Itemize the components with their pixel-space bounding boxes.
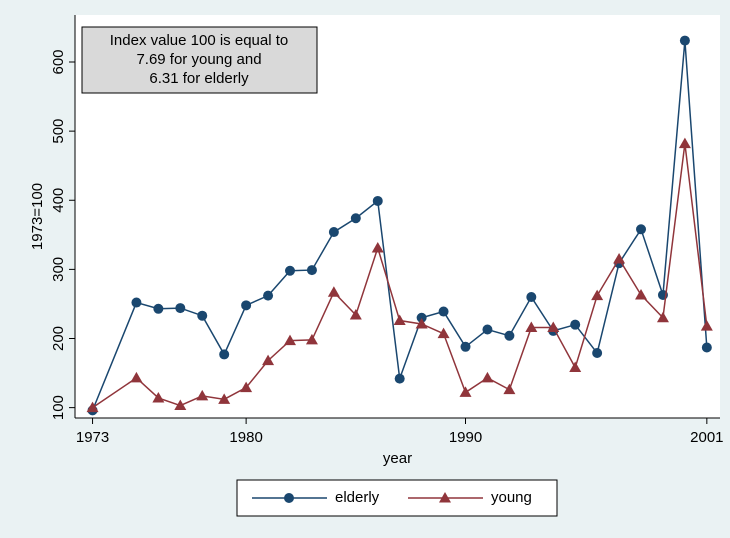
y-tick-label: 400 — [50, 188, 67, 213]
y-tick-label: 200 — [50, 326, 67, 351]
point — [416, 312, 427, 323]
point — [153, 303, 164, 314]
point — [393, 314, 406, 326]
point — [437, 327, 450, 339]
point — [481, 371, 494, 383]
point — [678, 137, 691, 149]
y-tick-label: 500 — [50, 119, 67, 144]
point — [263, 290, 274, 301]
x-tick-label: 1973 — [76, 429, 109, 446]
x-tick-label: 1990 — [449, 429, 482, 446]
point — [306, 265, 317, 276]
point — [241, 300, 252, 311]
annotation-box — [81, 26, 318, 94]
point — [438, 306, 449, 317]
point — [460, 341, 471, 352]
annotation-text: 6.31 for elderly — [149, 70, 249, 87]
line — [91, 40, 708, 411]
point — [152, 391, 165, 403]
point — [349, 309, 362, 320]
point — [219, 349, 230, 360]
point — [285, 265, 295, 276]
point — [656, 311, 669, 323]
annotation-text: 7.69 for young and — [136, 51, 261, 68]
point — [613, 253, 626, 264]
y-axis-label: 1973=100 — [29, 183, 46, 250]
legend-label: young — [491, 489, 532, 506]
y-tick-label: 600 — [50, 49, 67, 74]
point — [569, 361, 582, 373]
point — [196, 389, 209, 401]
point — [284, 334, 296, 346]
point — [218, 393, 231, 404]
point — [547, 321, 560, 332]
point — [591, 289, 604, 301]
point — [394, 373, 405, 384]
y-tick-label: 300 — [50, 257, 67, 282]
point — [328, 227, 339, 238]
point — [570, 319, 581, 330]
point — [482, 324, 493, 335]
point — [415, 317, 428, 329]
legend-marker — [284, 493, 294, 503]
point — [262, 354, 275, 366]
legend-marker — [439, 492, 451, 503]
point — [592, 348, 603, 359]
point — [525, 321, 538, 332]
point — [459, 386, 472, 397]
point — [175, 303, 186, 314]
point — [130, 371, 143, 383]
point — [197, 310, 208, 321]
point — [701, 342, 712, 353]
point — [305, 333, 318, 345]
point — [636, 224, 647, 235]
point — [131, 297, 142, 308]
point — [372, 195, 383, 206]
point — [371, 241, 384, 253]
x-tick-label: 2001 — [690, 429, 723, 446]
point — [350, 213, 361, 224]
point — [327, 286, 340, 297]
point — [700, 320, 713, 331]
point — [503, 383, 516, 395]
point — [526, 292, 537, 303]
point — [86, 401, 99, 413]
point — [504, 330, 515, 341]
point — [240, 381, 253, 393]
point — [174, 399, 187, 411]
y-tick-label: 100 — [50, 395, 67, 420]
legend-label: elderly — [335, 489, 380, 506]
x-tick-label: 1980 — [229, 429, 262, 446]
point — [635, 288, 648, 300]
line — [92, 143, 708, 409]
x-axis-label: year — [383, 450, 412, 467]
annotation-text: Index value 100 is equal to — [110, 32, 288, 49]
point — [679, 35, 690, 46]
